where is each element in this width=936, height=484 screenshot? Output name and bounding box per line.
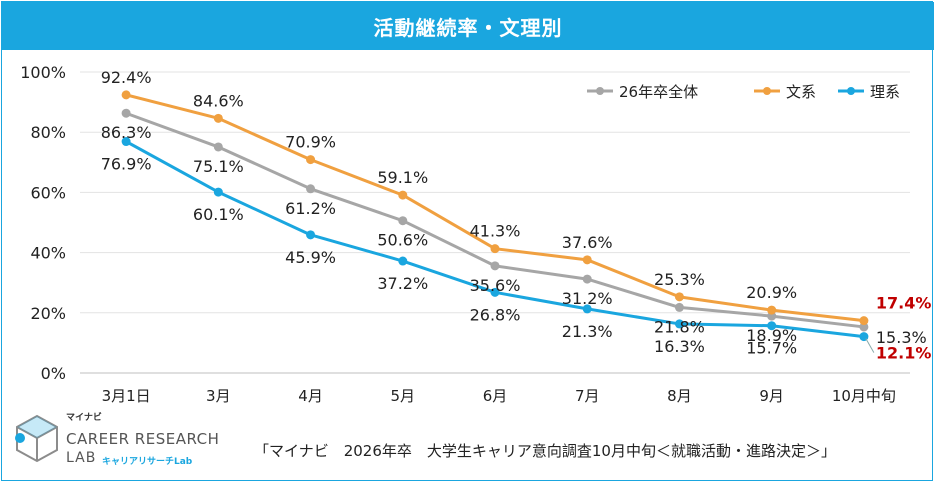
logo-mynavi-text: マイナビ xyxy=(66,413,102,423)
data-label: 86.3% xyxy=(101,123,152,142)
data-point xyxy=(859,322,869,332)
y-tick-label: 100% xyxy=(20,63,66,82)
data-point xyxy=(490,261,500,271)
data-point xyxy=(767,305,777,315)
data-point xyxy=(306,184,316,194)
career-research-lab-logo: マイナビ CAREER RESEARCH LAB キャリアリサーチLab xyxy=(12,410,222,474)
data-point xyxy=(398,216,408,226)
x-tick-label: 9月 xyxy=(759,387,784,405)
data-point xyxy=(582,304,592,314)
data-label: 18.9% xyxy=(746,326,797,345)
y-tick-label: 20% xyxy=(30,304,66,323)
line-chart: 0% 20% 40% 60% 80% 100% 3月1日 3月 4月 5月 6月 7月 8月 9月 10月中… xyxy=(20,63,932,405)
data-point xyxy=(767,321,777,331)
x-tick-label: 10月中旬 xyxy=(832,387,896,405)
data-label: 76.9% xyxy=(101,155,152,174)
source-note: 「マイナビ 2026年卒 大学生キャリア意向調査10月中旬＜就職活動・進路決定＞… xyxy=(254,442,836,460)
x-tick-label: 8月 xyxy=(667,387,692,405)
data-label: 37.2% xyxy=(377,274,428,293)
data-label: 75.1% xyxy=(193,157,244,176)
data-point xyxy=(306,230,316,240)
data-label: 16.3% xyxy=(654,337,705,356)
data-label: 61.2% xyxy=(285,199,336,218)
data-label: 37.6% xyxy=(562,233,613,252)
data-point xyxy=(582,255,592,265)
data-label: 20.9% xyxy=(746,283,797,302)
legend-swatch-marker xyxy=(763,87,771,95)
legend-swatch-marker xyxy=(847,87,855,95)
data-point xyxy=(121,137,131,147)
x-tick-label: 5月 xyxy=(391,387,416,405)
data-label: 45.9% xyxy=(285,248,336,267)
data-point xyxy=(213,187,223,197)
x-tick-label: 3月1日 xyxy=(102,387,151,405)
leader-line xyxy=(865,338,875,353)
data-label: 17.4% xyxy=(876,294,932,313)
y-tick-label: 40% xyxy=(30,244,66,263)
y-tick-label: 0% xyxy=(41,364,66,383)
data-label: 41.3% xyxy=(470,222,521,241)
data-point xyxy=(859,316,869,326)
x-tick-label: 3月 xyxy=(206,387,231,405)
x-tick-label: 4月 xyxy=(298,387,323,405)
legend-label: 文系 xyxy=(786,83,816,101)
data-point xyxy=(121,108,131,118)
data-point xyxy=(674,319,684,329)
data-label: 15.7% xyxy=(746,339,797,358)
data-point xyxy=(213,113,223,123)
data-label: 21.3% xyxy=(562,322,613,341)
data-point xyxy=(674,302,684,312)
data-point xyxy=(306,155,316,165)
data-label: 84.6% xyxy=(193,91,244,110)
data-label: 70.9% xyxy=(285,133,336,152)
data-label: 26.8% xyxy=(470,305,521,324)
logo-main-text: CAREER RESEARCH xyxy=(66,430,220,448)
data-label: 59.1% xyxy=(377,168,428,187)
legend-label: 26年卒全体 xyxy=(619,83,698,101)
x-tick-label: 7月 xyxy=(575,387,600,405)
logo-sub-text: キャリアリサーチLab xyxy=(102,457,193,467)
x-tick-label: 6月 xyxy=(483,387,508,405)
data-label: 21.8% xyxy=(654,317,705,336)
data-point xyxy=(398,190,408,200)
data-point xyxy=(121,90,131,100)
logo-lab-text: LAB xyxy=(66,450,97,466)
y-tick-label: 60% xyxy=(30,183,66,202)
legend-swatch-marker xyxy=(596,87,604,95)
data-point xyxy=(674,292,684,302)
data-label: 15.3% xyxy=(876,328,927,347)
y-tick-label: 80% xyxy=(30,123,66,142)
data-label: 31.2% xyxy=(562,289,613,308)
data-label: 92.4% xyxy=(101,68,152,87)
legend-label: 理系 xyxy=(870,83,900,101)
cube-logo-icon xyxy=(15,414,58,463)
chart-title: 活動継続率・文理別 xyxy=(2,2,934,50)
data-point xyxy=(398,256,408,266)
data-point xyxy=(490,244,500,254)
data-label: 50.6% xyxy=(377,231,428,250)
data-label: 12.1% xyxy=(876,344,932,363)
data-point xyxy=(490,287,500,297)
data-label: 25.3% xyxy=(654,270,705,289)
data-label: 60.1% xyxy=(193,205,244,224)
data-point xyxy=(582,274,592,284)
data-point xyxy=(213,142,223,152)
data-label: 35.6% xyxy=(470,276,521,295)
